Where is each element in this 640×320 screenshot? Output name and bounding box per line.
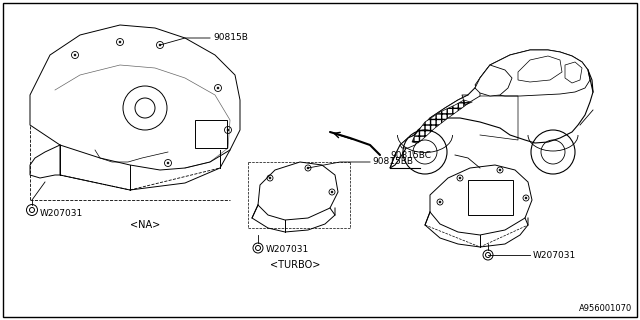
Text: 90815B: 90815B	[213, 33, 248, 42]
Circle shape	[119, 41, 121, 43]
Text: <NA>: <NA>	[130, 220, 160, 230]
Polygon shape	[258, 162, 338, 220]
Polygon shape	[400, 88, 480, 148]
Circle shape	[307, 167, 309, 169]
Polygon shape	[518, 56, 562, 82]
Text: W207031: W207031	[40, 209, 83, 218]
Circle shape	[525, 197, 527, 199]
Polygon shape	[412, 100, 470, 143]
Circle shape	[331, 191, 333, 193]
FancyBboxPatch shape	[468, 180, 513, 215]
Text: W207031: W207031	[266, 245, 309, 254]
Text: A956001070: A956001070	[579, 304, 632, 313]
Polygon shape	[430, 165, 532, 235]
Polygon shape	[30, 25, 240, 170]
Circle shape	[217, 87, 219, 89]
Circle shape	[439, 201, 441, 203]
Polygon shape	[475, 50, 590, 96]
Circle shape	[74, 54, 76, 56]
Circle shape	[459, 177, 461, 179]
FancyBboxPatch shape	[195, 120, 227, 148]
Circle shape	[499, 169, 501, 171]
Circle shape	[269, 177, 271, 179]
Circle shape	[159, 44, 161, 46]
Polygon shape	[475, 65, 512, 96]
Circle shape	[167, 162, 169, 164]
Text: <TURBO>: <TURBO>	[270, 260, 320, 270]
Text: 90815BC: 90815BC	[390, 150, 431, 159]
Circle shape	[227, 129, 229, 131]
Polygon shape	[565, 62, 582, 83]
Text: 90815BB: 90815BB	[372, 156, 413, 165]
Polygon shape	[390, 50, 593, 168]
Text: W207031: W207031	[533, 251, 576, 260]
